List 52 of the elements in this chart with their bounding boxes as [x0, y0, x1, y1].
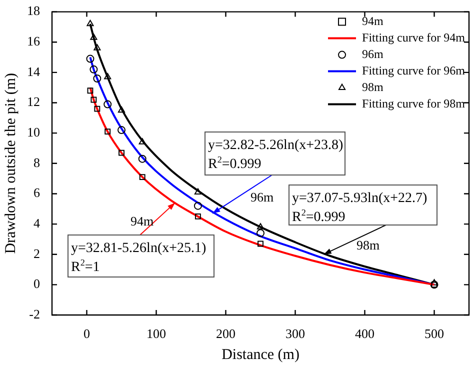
annotation: 94m	[130, 213, 154, 228]
y-tick-label: 14	[27, 64, 40, 79]
y-tick-label: -2	[29, 306, 40, 322]
point	[94, 106, 100, 112]
point	[138, 154, 146, 163]
point	[104, 100, 112, 108]
y-tick-label: 6	[34, 185, 40, 200]
y-tick-label: 16	[27, 34, 40, 49]
point	[93, 74, 102, 83]
y-tick-label: 8	[34, 154, 40, 170]
legend-label: 96m	[362, 46, 384, 61]
x-axis-title: Distance (m)	[222, 346, 300, 363]
x-tick-label: 500	[424, 326, 444, 342]
y-tick-label: 2	[34, 246, 40, 261]
point	[139, 174, 146, 180]
point	[104, 128, 111, 135]
y-tick-label: 12	[27, 94, 40, 110]
x-tick-label: 0	[84, 326, 90, 342]
point	[118, 106, 126, 113]
annotation: 96m	[250, 189, 274, 204]
x-tick-label: 300	[286, 326, 305, 342]
point	[90, 34, 98, 40]
legend-label: Fitting curve for 96m	[362, 63, 466, 78]
point	[104, 72, 112, 80]
point	[256, 223, 264, 230]
legend-label: Fitting curve for 98m	[362, 96, 466, 110]
x-tick-label: 200	[216, 326, 236, 342]
legend-label: 98m	[362, 80, 384, 94]
point	[194, 213, 201, 220]
point	[86, 54, 94, 63]
x-tick-label: 400	[355, 326, 374, 342]
point	[258, 240, 264, 247]
point	[118, 126, 126, 134]
point	[90, 96, 97, 103]
legend-label: 94m	[362, 14, 384, 28]
y-tick-label: 10	[27, 124, 40, 140]
point	[87, 88, 94, 94]
point	[194, 202, 202, 210]
x-tick-label: 100	[146, 326, 166, 342]
point	[118, 150, 124, 156]
y-tick-label: 0	[34, 276, 40, 292]
point	[194, 188, 202, 194]
point	[86, 20, 94, 26]
point	[138, 138, 146, 144]
annotation: 98m	[356, 237, 380, 252]
point	[94, 44, 101, 50]
legend-label: Fitting curve for 94m	[362, 30, 466, 44]
point	[90, 65, 98, 74]
y-tick-label: 4	[34, 215, 40, 230]
point	[256, 229, 264, 238]
y-tick-label: 18	[27, 3, 40, 18]
y-axis-title: Drawdown outside the pit (m)	[2, 72, 19, 254]
